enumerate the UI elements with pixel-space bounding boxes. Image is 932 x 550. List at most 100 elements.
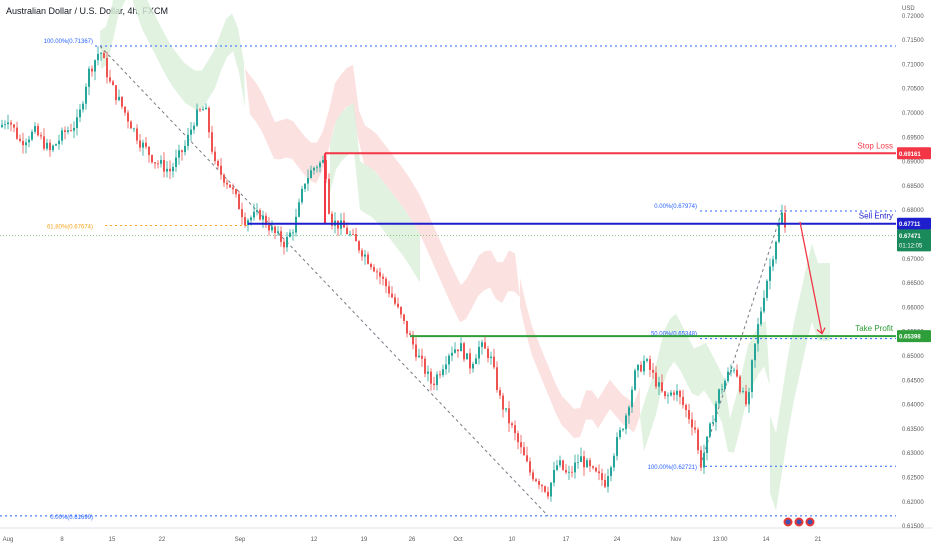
candle-down (421, 355, 423, 359)
candle-down (268, 225, 270, 231)
candle-down (106, 58, 108, 78)
candle-up (253, 211, 255, 218)
candle-down (235, 189, 237, 195)
fib-label: 61.80%(0.67674) (47, 225, 93, 231)
candle-down (400, 307, 402, 315)
price-tick-label: 0.70500 (902, 87, 924, 93)
candle-up (460, 343, 462, 352)
ichimoku-cloud (330, 103, 420, 283)
candle-down (43, 136, 45, 149)
candle-down (598, 471, 600, 474)
candle-up (724, 380, 726, 390)
candle-down (532, 472, 534, 480)
candle-down (124, 106, 126, 113)
candle-up (505, 408, 507, 410)
candle-up (298, 202, 300, 217)
candle-down (517, 433, 519, 443)
candle-up (262, 215, 264, 220)
candle-up (31, 131, 33, 140)
candle-up (781, 212, 783, 224)
candle-down (127, 112, 129, 122)
candle-down (502, 395, 504, 410)
candle-up (418, 355, 420, 358)
candle-down (10, 122, 12, 125)
candle-down (223, 174, 225, 183)
event-flag-inner-icon (785, 519, 791, 525)
candle-up (550, 482, 552, 497)
candle-up (316, 167, 318, 169)
price-tick-label: 0.69500 (902, 135, 924, 141)
candle-down (415, 344, 417, 358)
time-tick-label: 19 (361, 537, 368, 543)
candle-up (178, 150, 180, 158)
candle-up (307, 178, 309, 184)
candle-down (139, 140, 141, 148)
candle-up (754, 343, 756, 361)
time-tick-label: 22 (159, 537, 166, 543)
candle-down (784, 212, 786, 228)
candle-up (292, 232, 294, 234)
time-tick-label: Aug (3, 537, 14, 543)
candle-down (562, 460, 564, 470)
candle-down (439, 374, 441, 376)
price-tick-label: 0.65000 (902, 354, 924, 360)
candle-down (571, 471, 573, 473)
candle-down (346, 227, 348, 235)
candle-up (436, 374, 438, 385)
candle-up (67, 130, 69, 132)
price-tick-label: 0.62000 (902, 500, 924, 506)
candle-up (451, 352, 453, 356)
candle-up (118, 96, 120, 101)
candle-down (22, 140, 24, 146)
price-tick-label: 0.71500 (902, 38, 924, 44)
candle-up (478, 346, 480, 359)
candle-up (271, 226, 273, 231)
candle-down (130, 121, 132, 129)
candle-up (658, 382, 660, 387)
price-tick-label: 0.62500 (902, 475, 924, 481)
candle-up (574, 462, 576, 473)
sell-entry-badge: 0.67711 (899, 222, 921, 228)
candle-down (463, 343, 465, 360)
candle-up (94, 60, 96, 72)
candle-up (490, 356, 492, 359)
ichimoku-cloud (640, 313, 770, 453)
candle-up (442, 369, 444, 376)
time-tick-label: 24 (614, 537, 621, 543)
fib-label: 0.00%(0.61699) (50, 515, 93, 521)
time-tick-label: Nov (671, 537, 682, 543)
candle-up (670, 392, 672, 396)
candle-down (154, 162, 156, 164)
time-tick-label: 14 (763, 537, 770, 543)
fib-trend-line-right (699, 210, 783, 467)
candle-up (7, 122, 9, 125)
candle-down (151, 155, 153, 163)
price-tick-label: 0.61500 (902, 524, 924, 530)
candle-up (4, 124, 6, 125)
candle-up (160, 160, 162, 164)
candle-up (250, 217, 252, 221)
ichimoku-cloud (770, 243, 830, 511)
candle-up (769, 266, 771, 281)
candle-up (322, 160, 324, 163)
candle-down (64, 130, 66, 132)
candle-up (454, 349, 456, 353)
candle-up (733, 369, 735, 371)
candle-down (385, 278, 387, 287)
candle-down (40, 135, 42, 137)
candle-down (565, 469, 567, 473)
ichimoku-cloud (100, 0, 245, 111)
fib-label: 100.00%(0.62721) (648, 465, 697, 471)
event-flag-inner-icon (796, 519, 802, 525)
candle-up (1, 124, 3, 128)
candle-down (214, 151, 216, 161)
candle-up (277, 231, 279, 233)
candle-down (433, 383, 435, 385)
candle-up (196, 109, 198, 126)
candle-down (589, 460, 591, 467)
event-flag-inner-icon (807, 519, 813, 525)
candle-countdown: 01:12:05 (899, 243, 923, 249)
candle-down (19, 138, 21, 141)
candle-down (376, 271, 378, 273)
